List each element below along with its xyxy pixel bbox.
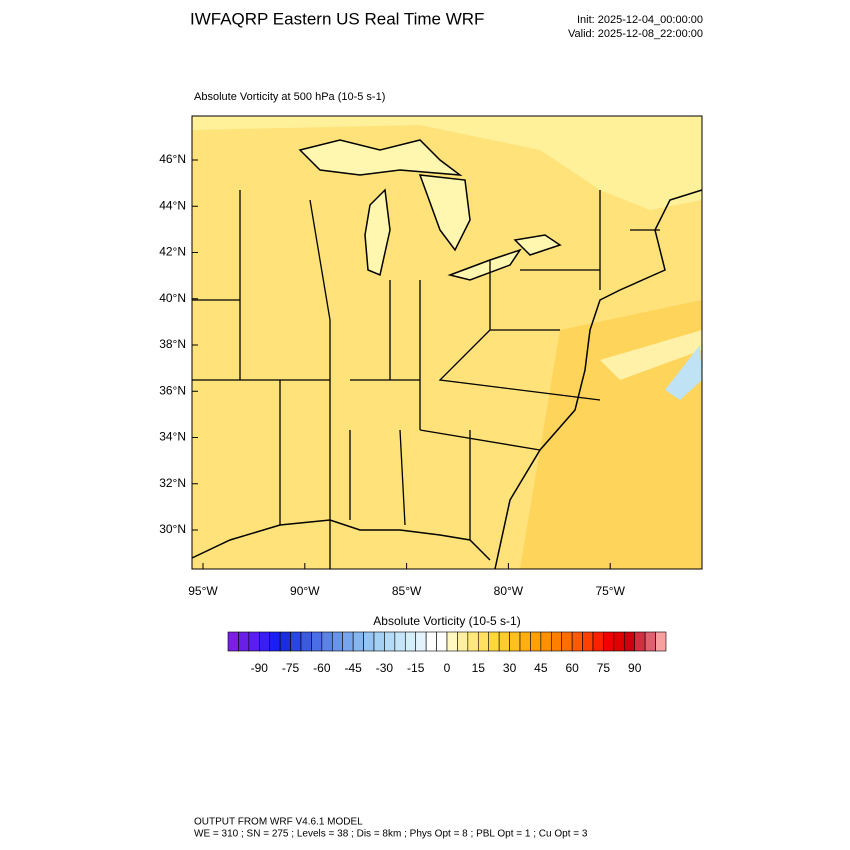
colorbar-swatch: [311, 631, 323, 652]
lake-michigan: [364, 188, 391, 277]
colorbar-label: -15: [407, 661, 425, 675]
colorbar-swatch: [530, 631, 542, 652]
colorbar-swatch: [655, 631, 667, 652]
colorbar-swatch: [331, 631, 344, 652]
lake-huron: [418, 174, 471, 252]
ocean-band: [600, 330, 702, 380]
colorbar-swatch: [300, 631, 312, 652]
colorbar-label: -45: [344, 661, 362, 675]
colorbar-swatch: [384, 631, 396, 652]
colorbar-title: Absolute Vorticity (10-5 s-1): [373, 614, 520, 628]
colorbar-swatch: [227, 631, 239, 652]
colorbar-swatch: [467, 631, 479, 652]
footer-line: WE = 310 ; SN = 275 ; Levels = 38 ; Dis …: [194, 829, 588, 840]
colorbar-swatch: [342, 631, 354, 652]
colorbar-label: 15: [472, 661, 486, 675]
colorbar-swatch: [363, 631, 375, 652]
lat-label: 36°N: [159, 383, 186, 397]
colorbar-label: -90: [251, 661, 269, 675]
colorbar-label: -30: [376, 661, 394, 675]
colorbar-label: -60: [313, 661, 331, 675]
colorbar-swatch: [561, 631, 573, 652]
colorbar-label: 0: [444, 661, 451, 675]
colorbar-swatch: [477, 631, 490, 652]
colorbar-label: 60: [565, 661, 579, 675]
lat-label: 42°N: [159, 245, 186, 259]
field-label: Absolute Vorticity at 500 hPa (10-5 s-1): [194, 91, 385, 103]
lat-label: 38°N: [159, 337, 186, 351]
lon-label: 85°W: [392, 584, 422, 598]
colorbar-swatch: [394, 631, 406, 652]
lat-label: 40°N: [159, 291, 186, 305]
colorbar-swatch: [373, 631, 385, 652]
lake-ontario: [513, 234, 562, 256]
colorbar-swatch: [571, 631, 583, 652]
colorbar-swatch: [279, 631, 291, 652]
lat-label: 30°N: [159, 522, 186, 536]
colorbar-swatch: [238, 631, 250, 652]
colorbar-label: -75: [282, 661, 300, 675]
colorbar-swatch: [592, 631, 604, 652]
colorbar-swatch: [634, 631, 646, 652]
colorbar-swatch: [603, 631, 615, 652]
map: [191, 115, 703, 570]
lon-label: 80°W: [494, 584, 524, 598]
lake-superior: [298, 139, 463, 176]
colorbar-swatch: [290, 631, 302, 652]
colorbar-label: 75: [597, 661, 611, 675]
colorbar-swatch: [644, 631, 656, 652]
valid-time: Valid: 2025-12-08_22:00:00: [568, 28, 703, 40]
colorbar-swatch: [269, 631, 281, 652]
ocean-low: [665, 345, 702, 400]
state-borders: [192, 190, 660, 569]
colorbar-swatch: [519, 631, 531, 652]
colorbar-swatch: [436, 631, 448, 652]
lon-label: 90°W: [290, 584, 320, 598]
colorbar-label: 90: [628, 661, 642, 675]
gulf-coast: [191, 519, 491, 561]
colorbar-swatch: [540, 631, 552, 652]
lat-label: 32°N: [159, 476, 186, 490]
colorbar-swatch: [258, 631, 271, 652]
north-shade: [192, 116, 702, 210]
colorbar-swatch: [446, 631, 458, 652]
footer-line: OUTPUT FROM WRF V4.6.1 MODEL: [194, 817, 363, 828]
colorbar-label: 45: [534, 661, 548, 675]
colorbar-swatch: [415, 631, 427, 652]
map-frame: [191, 115, 703, 570]
title: IWFAQRP Eastern US Real Time WRF: [190, 9, 484, 28]
lon-label: 95°W: [188, 584, 218, 598]
lat-label: 34°N: [159, 430, 186, 444]
colorbar-swatch: [550, 631, 563, 652]
colorbar-swatch: [321, 631, 333, 652]
ocean-shade: [520, 300, 702, 569]
lake-erie: [447, 248, 522, 281]
colorbar-swatch: [509, 631, 521, 652]
lon-label: 75°W: [595, 584, 625, 598]
colorbar-swatch: [488, 631, 500, 652]
colorbar-swatch: [425, 631, 437, 652]
colorbar-swatch: [613, 631, 625, 652]
colorbar-swatch: [457, 631, 469, 652]
coastline: [494, 189, 703, 570]
colorbar-swatch: [623, 631, 636, 652]
lat-label: 46°N: [159, 152, 186, 166]
lat-label: 44°N: [159, 198, 186, 212]
colorbar-swatch: [248, 631, 260, 652]
colorbar-label: 30: [503, 661, 517, 675]
colorbar-swatch: [498, 631, 510, 652]
colorbar-swatch: [352, 631, 364, 652]
init-time: Init: 2025-12-04_00:00:00: [577, 14, 703, 26]
colorbar-swatch: [404, 631, 417, 652]
colorbar-swatch: [582, 631, 594, 652]
